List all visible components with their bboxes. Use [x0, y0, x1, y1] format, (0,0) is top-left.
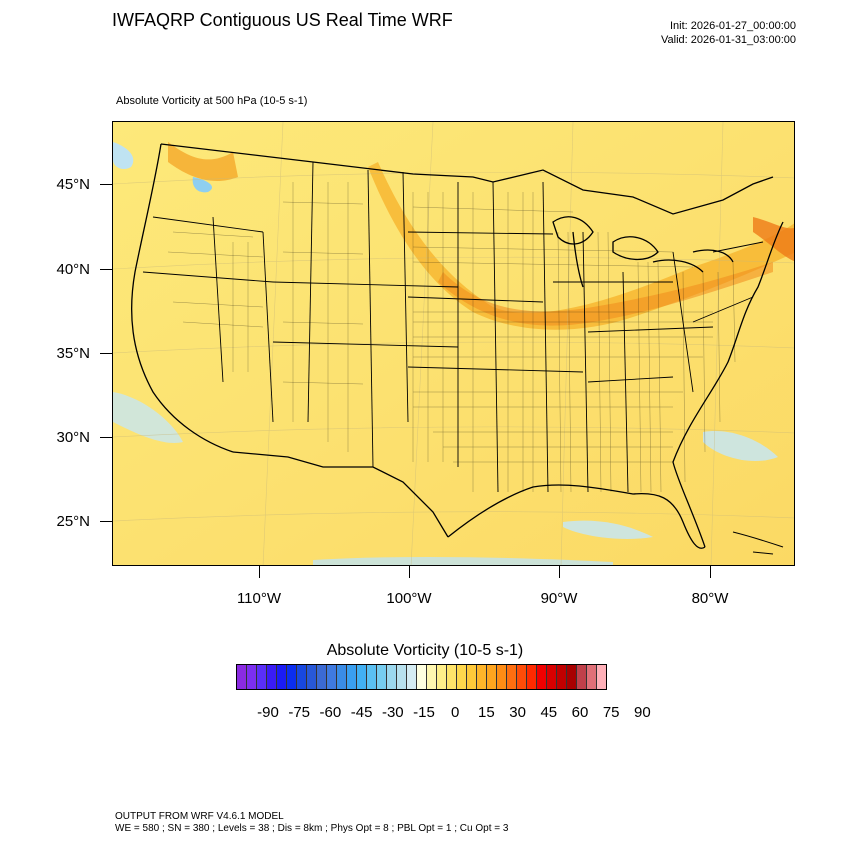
lat-label: 30°N — [56, 429, 90, 446]
colorbar-segment — [357, 665, 367, 689]
colorbar-segment — [587, 665, 597, 689]
lon-label: 100°W — [386, 590, 432, 607]
colorbar-segment — [557, 665, 567, 689]
colorbar-segment — [317, 665, 327, 689]
vorticity-northeast — [753, 217, 794, 262]
graticule — [113, 122, 794, 565]
colorbar-segment — [297, 665, 307, 689]
negative-patch — [113, 392, 183, 443]
colorbar-segment — [347, 665, 357, 689]
lat-label: 40°N — [56, 261, 90, 278]
colorbar-segment — [407, 665, 417, 689]
colorbar-segment — [417, 665, 427, 689]
colorbar-segment — [287, 665, 297, 689]
lon-tick — [559, 566, 560, 578]
lon-tick — [710, 566, 711, 578]
colorbar-segment — [457, 665, 467, 689]
colorbar-segment — [537, 665, 547, 689]
lat-tick — [100, 184, 112, 185]
colorbar-segment — [337, 665, 347, 689]
colorbar-segment — [267, 665, 277, 689]
colorbar-title: Absolute Vorticity (10-5 s-1) — [326, 642, 524, 659]
colorbar-segment — [527, 665, 537, 689]
colorbar-label: 30 — [509, 704, 526, 721]
colorbar-segment — [547, 665, 557, 689]
colorbar-segment — [497, 665, 507, 689]
lat-tick — [100, 437, 112, 438]
negative-patch — [563, 520, 653, 539]
colorbar-segment — [467, 665, 477, 689]
plot-title: IWFAQRP Contiguous US Real Time WRF — [112, 10, 453, 30]
negative-patch — [192, 177, 213, 193]
field-label: Absolute Vorticity at 500 hPa (10-5 s-1) — [116, 95, 308, 107]
lat-label: 25°N — [56, 513, 90, 530]
field-background — [113, 122, 794, 565]
colorbar-label: -90 — [257, 704, 279, 721]
lat-tick — [100, 521, 112, 522]
footer-settings: WE = 580 ; SN = 380 ; Levels = 38 ; Dis … — [115, 823, 509, 834]
colorbar-segment — [487, 665, 497, 689]
colorbar-label: -45 — [350, 704, 373, 721]
valid-time: Valid: 2026-01-31_03:00:00 — [661, 34, 796, 46]
lat-label: 45°N — [56, 176, 90, 193]
county-lines — [167, 182, 736, 493]
lon-tick — [259, 566, 260, 578]
colorbar-segment — [447, 665, 457, 689]
negative-patch — [113, 142, 134, 170]
colorbar-label: 15 — [478, 704, 495, 721]
colorbar-label: 45 — [540, 704, 558, 721]
negative-patch — [313, 556, 613, 565]
colorbar-label: 75 — [602, 704, 620, 721]
colorbar-segment — [507, 665, 517, 689]
vorticity-northwest — [168, 142, 238, 182]
colorbar-segment — [597, 665, 606, 689]
colorbar-segment — [477, 665, 487, 689]
islands — [732, 531, 784, 555]
lon-label: 110°W — [236, 590, 282, 607]
map-panel — [112, 121, 795, 566]
lon-label: 90°W — [540, 590, 578, 607]
lon-label: 80°W — [691, 590, 729, 607]
colorbar-segment — [387, 665, 397, 689]
lat-tick — [100, 353, 112, 354]
colorbar-segment — [397, 665, 407, 689]
colorbar-segment — [277, 665, 287, 689]
colorbar-segment — [377, 665, 387, 689]
colorbar-segment — [367, 665, 377, 689]
colorbar-segment — [437, 665, 447, 689]
lat-label: 35°N — [56, 345, 90, 362]
colorbar-label: 60 — [571, 704, 589, 721]
negative-patch — [703, 431, 778, 462]
colorbar-segment — [237, 665, 247, 689]
colorbar-label: 0 — [451, 704, 460, 721]
colorbar-segment — [577, 665, 587, 689]
lat-tick — [100, 269, 112, 270]
colorbar-segment — [257, 665, 267, 689]
colorbar-segment — [307, 665, 317, 689]
colorbar-segment — [517, 665, 527, 689]
vorticity-core — [438, 262, 773, 326]
colorbar — [236, 664, 607, 690]
colorbar-label: -60 — [319, 704, 342, 721]
vorticity-map — [113, 122, 794, 565]
colorbar-label: 90 — [634, 704, 651, 721]
init-time: Init: 2026-01-27_00:00:00 — [670, 20, 796, 32]
colorbar-label: -15 — [413, 704, 435, 721]
colorbar-label: -30 — [381, 704, 404, 721]
colorbar-segment — [427, 665, 437, 689]
colorbar-segment — [247, 665, 257, 689]
footer-model: OUTPUT FROM WRF V4.6.1 MODEL — [115, 811, 284, 822]
colorbar-label: -75 — [288, 704, 311, 721]
colorbar-segment — [327, 665, 337, 689]
lon-tick — [409, 566, 410, 578]
colorbar-segment — [567, 665, 577, 689]
